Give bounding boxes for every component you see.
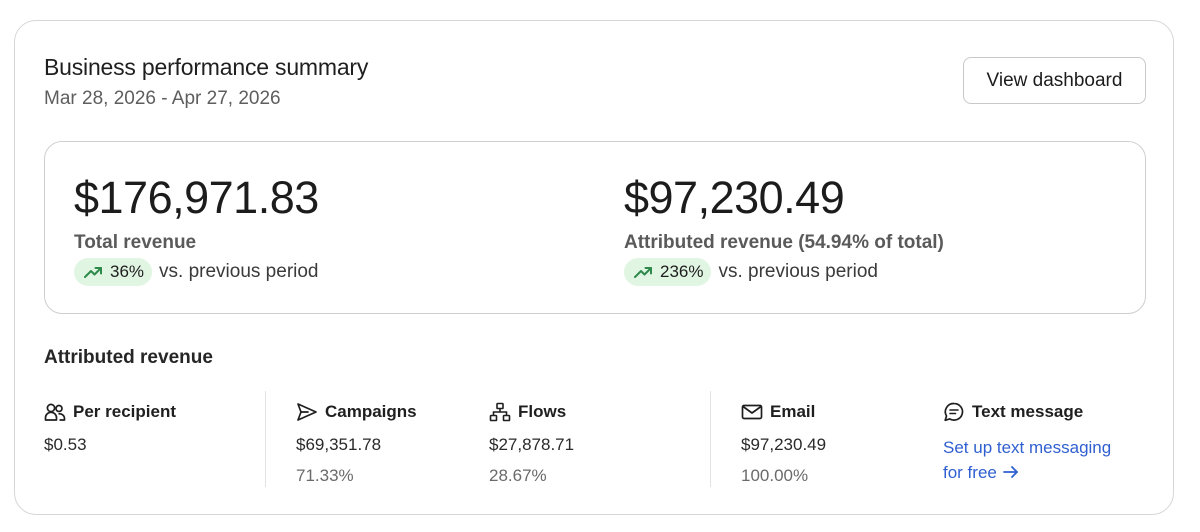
total-revenue-label: Total revenue — [74, 232, 197, 253]
change-percent: 236% — [660, 262, 704, 281]
text-message-label: Text message — [972, 402, 1084, 421]
total-revenue-metric: $176,971.83 Total revenue 36% vs. previo… — [74, 170, 319, 286]
flows-percent: 28.67% — [489, 466, 547, 485]
email-label: Email — [770, 402, 816, 421]
change-badge: 236% — [624, 258, 712, 286]
campaigns-value: $69,351.78 — [296, 435, 382, 454]
email-value: $97,230.49 — [741, 435, 827, 454]
attributed-revenue-heading: Attributed revenue — [44, 347, 213, 368]
change-badge: 36% — [74, 258, 153, 286]
attributed-revenue-value: $97,230.49 — [624, 172, 845, 223]
per-recipient-column: Per recipient $0.53 — [44, 401, 176, 455]
people-icon — [44, 403, 66, 421]
email-column: Email $97,230.49 100.00% — [741, 401, 826, 486]
column-divider — [265, 391, 266, 487]
campaigns-column: Campaigns $69,351.78 71.33% — [296, 401, 417, 486]
flow-tree-icon — [489, 402, 511, 422]
column-divider — [710, 391, 711, 487]
attributed-revenue-metric: $97,230.49 Attributed revenue (54.94% of… — [624, 170, 944, 286]
email-percent: 100.00% — [741, 466, 809, 485]
campaigns-label: Campaigns — [325, 402, 417, 421]
setup-text-messaging-link[interactable]: Set up text messaging for free — [943, 435, 1133, 485]
revenue-summary-box: $176,971.83 Total revenue 36% vs. previo… — [44, 141, 1146, 314]
campaigns-percent: 71.33% — [296, 466, 354, 485]
send-icon — [297, 403, 317, 421]
text-message-column: Text message Set up text messaging for f… — [943, 401, 1133, 485]
link-line-1: Set up text messaging — [943, 438, 1112, 457]
attributed-revenue-trend: 236% vs. previous period — [624, 258, 944, 286]
trending-up-icon — [634, 267, 652, 278]
view-dashboard-button[interactable]: View dashboard — [963, 57, 1146, 104]
total-revenue-value: $176,971.83 — [74, 172, 319, 223]
flows-value: $27,878.71 — [489, 435, 575, 454]
per-recipient-label: Per recipient — [73, 402, 176, 421]
flows-column: Flows $27,878.71 28.67% — [489, 401, 574, 486]
link-line-2: for free — [943, 463, 997, 482]
card-title: Business performance summary — [44, 54, 369, 80]
change-text: vs. previous period — [718, 261, 878, 282]
change-text: vs. previous period — [159, 261, 319, 282]
message-icon — [944, 402, 964, 422]
arrow-right-icon — [1002, 466, 1018, 478]
flows-label: Flows — [518, 402, 567, 421]
envelope-icon — [741, 404, 763, 420]
date-range: Mar 28, 2026 - Apr 27, 2026 — [44, 88, 281, 109]
trending-up-icon — [84, 267, 102, 278]
total-revenue-trend: 36% vs. previous period — [74, 258, 319, 286]
change-percent: 36% — [110, 262, 145, 281]
attributed-revenue-label: Attributed revenue (54.94% of total) — [624, 232, 944, 253]
per-recipient-value: $0.53 — [44, 435, 87, 454]
business-performance-card: Business performance summary Mar 28, 202… — [14, 20, 1174, 515]
